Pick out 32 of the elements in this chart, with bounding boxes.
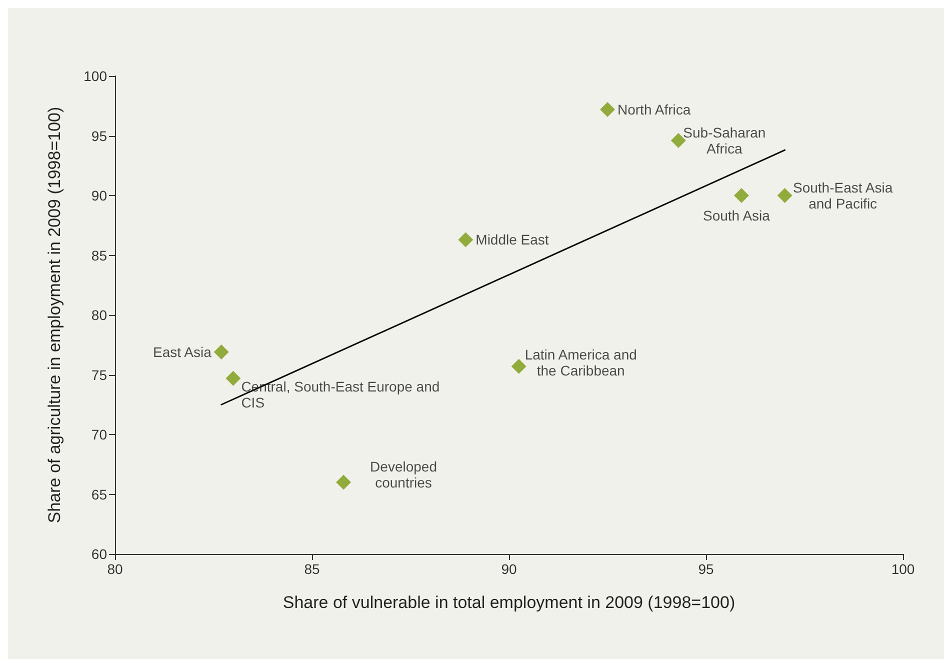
- point: [336, 474, 352, 490]
- y-tick-label: 90: [91, 188, 108, 204]
- point: [734, 188, 749, 203]
- x-axis-title: Share of vulnerable in total employment in 2009 (1998=100): [282, 593, 736, 612]
- annotation: North Africa: [618, 101, 691, 118]
- y-tick-label: 100: [84, 68, 108, 84]
- annotation: South-East Asia and Pacific: [792, 180, 893, 212]
- y-tick-label: 95: [91, 128, 108, 144]
- y-tick-label: 85: [91, 247, 108, 264]
- annotation: Middle East: [476, 232, 549, 248]
- x-tick-label: 80: [107, 561, 123, 577]
- annotation: South Asia: [702, 208, 770, 224]
- annotation: Sub-Saharan Africa: [683, 124, 766, 157]
- x-tick-label: 85: [304, 561, 320, 577]
- x-tick-label: 95: [698, 561, 714, 577]
- y-tick-label: 80: [91, 307, 108, 323]
- y-tick-label: 75: [91, 366, 108, 383]
- point: [600, 102, 615, 117]
- x-tick-label: 90: [501, 561, 517, 577]
- point: [511, 358, 526, 374]
- annotation: Latin America and the Caribbean: [524, 346, 637, 378]
- y-tick-label: 70: [91, 426, 108, 442]
- point: [458, 232, 474, 248]
- point: [777, 188, 792, 203]
- annotation: Developed countries: [370, 458, 437, 490]
- point: [214, 344, 229, 360]
- y-tick-label: 65: [91, 486, 108, 502]
- x-tick-label: 100: [891, 561, 915, 577]
- point: [226, 370, 241, 386]
- y-axis-title: Share of agriculture in employment in 2009 (1998=100): [45, 106, 64, 524]
- y-tick-label: 60: [91, 546, 108, 562]
- annotation: East Asia: [153, 344, 212, 360]
